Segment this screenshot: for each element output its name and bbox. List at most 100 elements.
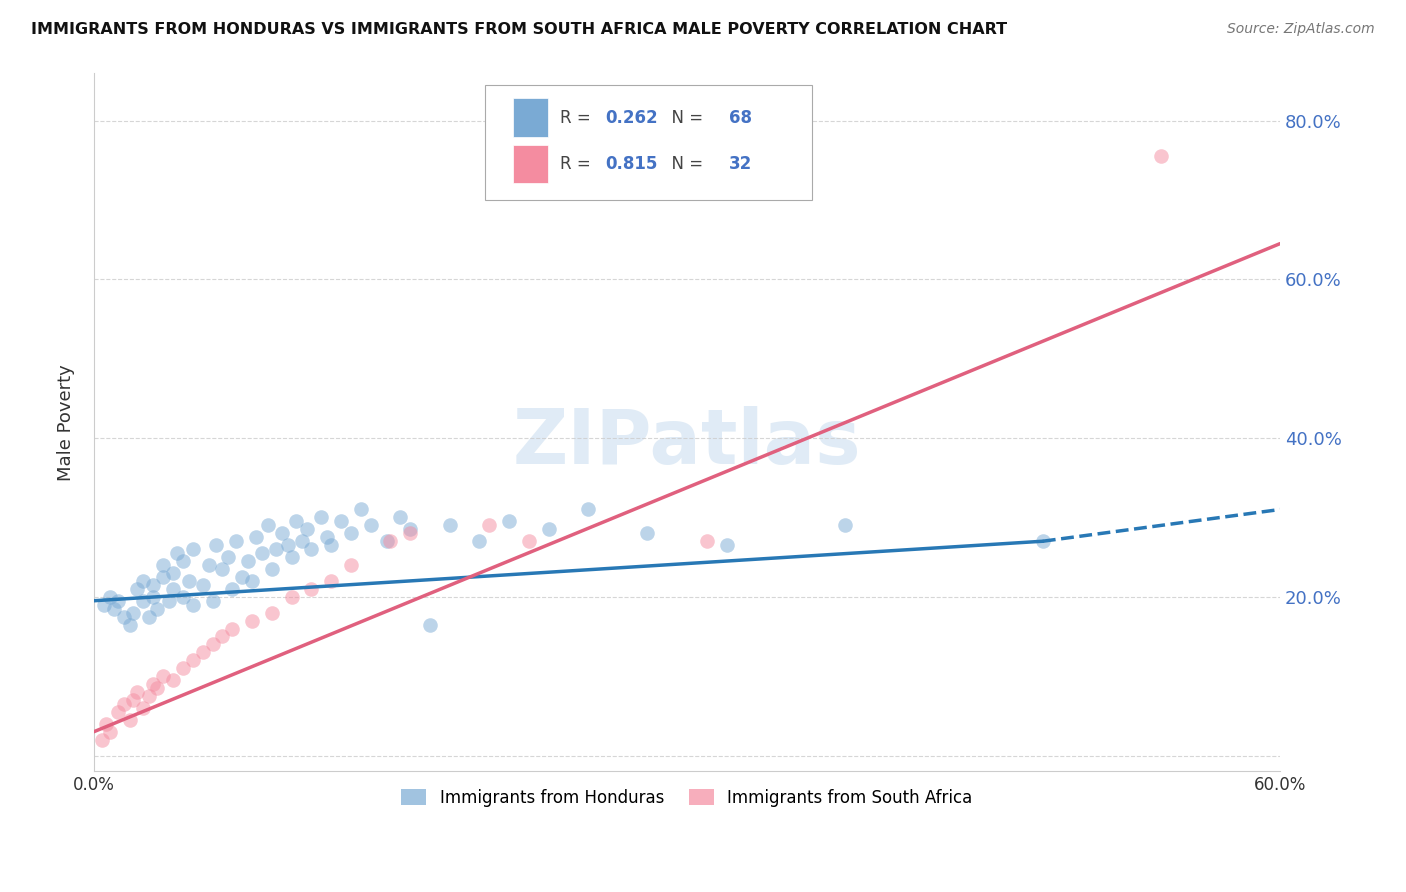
Point [257, 518, 280, 533]
Text: N =: N = [661, 155, 709, 173]
Point [399, 526, 422, 541]
Point [146, 601, 169, 615]
Point [236, 554, 259, 568]
Point [350, 502, 373, 516]
Point [132, 574, 155, 588]
Point [576, 502, 599, 516]
Point [419, 617, 441, 632]
Point [439, 518, 461, 533]
Legend: Immigrants from Honduras, Immigrants from South Africa: Immigrants from Honduras, Immigrants fro… [394, 780, 981, 815]
Bar [513, 145, 548, 183]
Point [221, 582, 243, 596]
Point [716, 538, 738, 552]
Point [172, 554, 194, 568]
Point [166, 546, 188, 560]
Point [260, 562, 283, 576]
Point [201, 593, 224, 607]
Y-axis label: Male Poverty: Male Poverty [58, 364, 75, 481]
Point [122, 606, 145, 620]
Point [321, 538, 343, 552]
Point [211, 562, 233, 576]
Point [152, 669, 174, 683]
Point [250, 546, 273, 560]
Point [94, 716, 117, 731]
Point [142, 578, 165, 592]
Point [245, 530, 267, 544]
Point [98, 724, 121, 739]
Text: 68: 68 [728, 109, 751, 127]
Point [240, 574, 263, 588]
Point [297, 522, 319, 536]
Point [142, 590, 165, 604]
Point [152, 558, 174, 572]
Point [107, 593, 129, 607]
Point [316, 530, 339, 544]
Point [240, 614, 263, 628]
Point [191, 645, 214, 659]
Point [340, 558, 363, 572]
Point [138, 609, 160, 624]
Point [103, 601, 125, 615]
Point [270, 526, 292, 541]
Text: 32: 32 [728, 155, 752, 173]
Point [299, 582, 322, 596]
Point [122, 693, 145, 707]
Point [107, 705, 129, 719]
Point [146, 681, 169, 695]
Point [132, 593, 155, 607]
Point [309, 510, 332, 524]
Point [231, 570, 253, 584]
Point [330, 515, 353, 529]
Point [280, 590, 302, 604]
Point [112, 697, 135, 711]
Point [118, 617, 141, 632]
Point [181, 542, 204, 557]
Point [375, 534, 398, 549]
Point [1150, 149, 1173, 163]
Point [696, 534, 718, 549]
Point [284, 515, 307, 529]
Point [636, 526, 658, 541]
Point [211, 630, 233, 644]
Text: N =: N = [661, 109, 709, 127]
Point [360, 518, 382, 533]
Point [277, 538, 299, 552]
Point [127, 685, 149, 699]
Point [93, 598, 115, 612]
Point [162, 582, 184, 596]
FancyBboxPatch shape [485, 85, 811, 200]
Point [517, 534, 540, 549]
Point [138, 689, 160, 703]
Point [537, 522, 560, 536]
Point [478, 518, 501, 533]
Point [498, 515, 520, 529]
Point [834, 518, 856, 533]
Point [181, 598, 204, 612]
Point [380, 534, 402, 549]
Point [98, 590, 121, 604]
Point [172, 590, 194, 604]
Point [321, 574, 343, 588]
Text: IMMIGRANTS FROM HONDURAS VS IMMIGRANTS FROM SOUTH AFRICA MALE POVERTY CORRELATIO: IMMIGRANTS FROM HONDURAS VS IMMIGRANTS F… [31, 22, 1007, 37]
Point [221, 622, 243, 636]
Text: R =: R = [560, 109, 596, 127]
Text: 0.815: 0.815 [605, 155, 658, 173]
Point [197, 558, 219, 572]
Point [468, 534, 491, 549]
Point [299, 542, 322, 557]
Point [280, 550, 302, 565]
Point [127, 582, 149, 596]
Point [290, 534, 312, 549]
Point [112, 609, 135, 624]
Point [399, 522, 422, 536]
Text: R =: R = [560, 155, 596, 173]
Point [264, 542, 287, 557]
Point [162, 566, 184, 580]
Point [152, 570, 174, 584]
Point [157, 593, 180, 607]
Point [217, 550, 239, 565]
Point [181, 653, 204, 667]
Bar [513, 98, 548, 136]
Point [260, 606, 283, 620]
Text: Source: ZipAtlas.com: Source: ZipAtlas.com [1227, 22, 1375, 37]
